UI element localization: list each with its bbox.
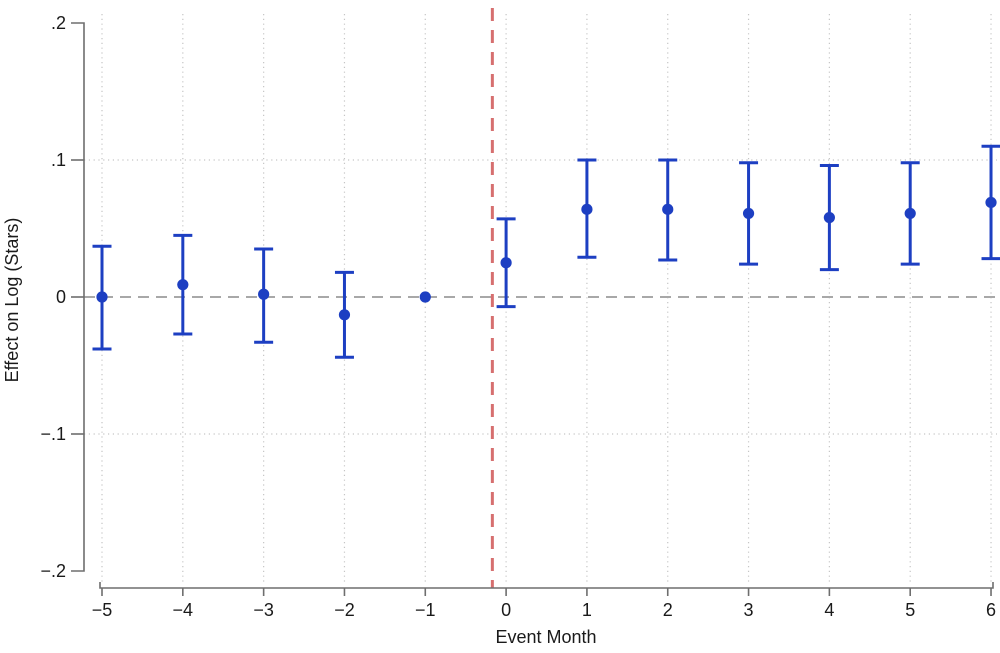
y-tick-label: .1: [51, 150, 66, 170]
x-tick-label: 4: [824, 600, 834, 620]
chart-plot-area: .2 .1 0 −.1 −.2 −5 −4 −3 −2 −1 0 1 2 3 4 5 6: [40, 8, 1000, 620]
data-point: [985, 196, 997, 209]
data-point: [581, 203, 593, 215]
data-point: [823, 211, 835, 224]
x-tick-label: −2: [334, 600, 355, 620]
x-tick-label: 1: [582, 600, 592, 620]
y-axis-title: Effect on Log (Stars): [2, 218, 22, 383]
x-tick-label: 2: [663, 600, 673, 620]
x-axis-title: Event Month: [495, 627, 596, 647]
x-tick-label: −1: [415, 600, 436, 620]
x-tick-label: 3: [744, 600, 754, 620]
x-tick-label: 6: [986, 600, 996, 620]
x-tick-label: 5: [905, 600, 915, 620]
y-tick-label: .2: [51, 13, 66, 33]
data-point: [96, 291, 108, 303]
data-point: [500, 257, 512, 269]
data-point: [419, 291, 431, 303]
x-tick-label: −3: [253, 600, 274, 620]
data-point: [177, 279, 189, 291]
data-point: [662, 203, 674, 215]
y-tick-label: −.2: [40, 561, 66, 581]
data-point: [904, 207, 916, 220]
y-tick-label: −.1: [40, 424, 66, 444]
y-tick-label: 0: [56, 287, 66, 307]
x-tick-label: −5: [92, 600, 113, 620]
x-axis-line: [99, 582, 994, 589]
x-tick-label: 0: [501, 600, 511, 620]
data-point: [258, 288, 270, 300]
data-point: [742, 207, 755, 220]
data-point: [338, 309, 351, 321]
x-tick-label: −4: [173, 600, 194, 620]
